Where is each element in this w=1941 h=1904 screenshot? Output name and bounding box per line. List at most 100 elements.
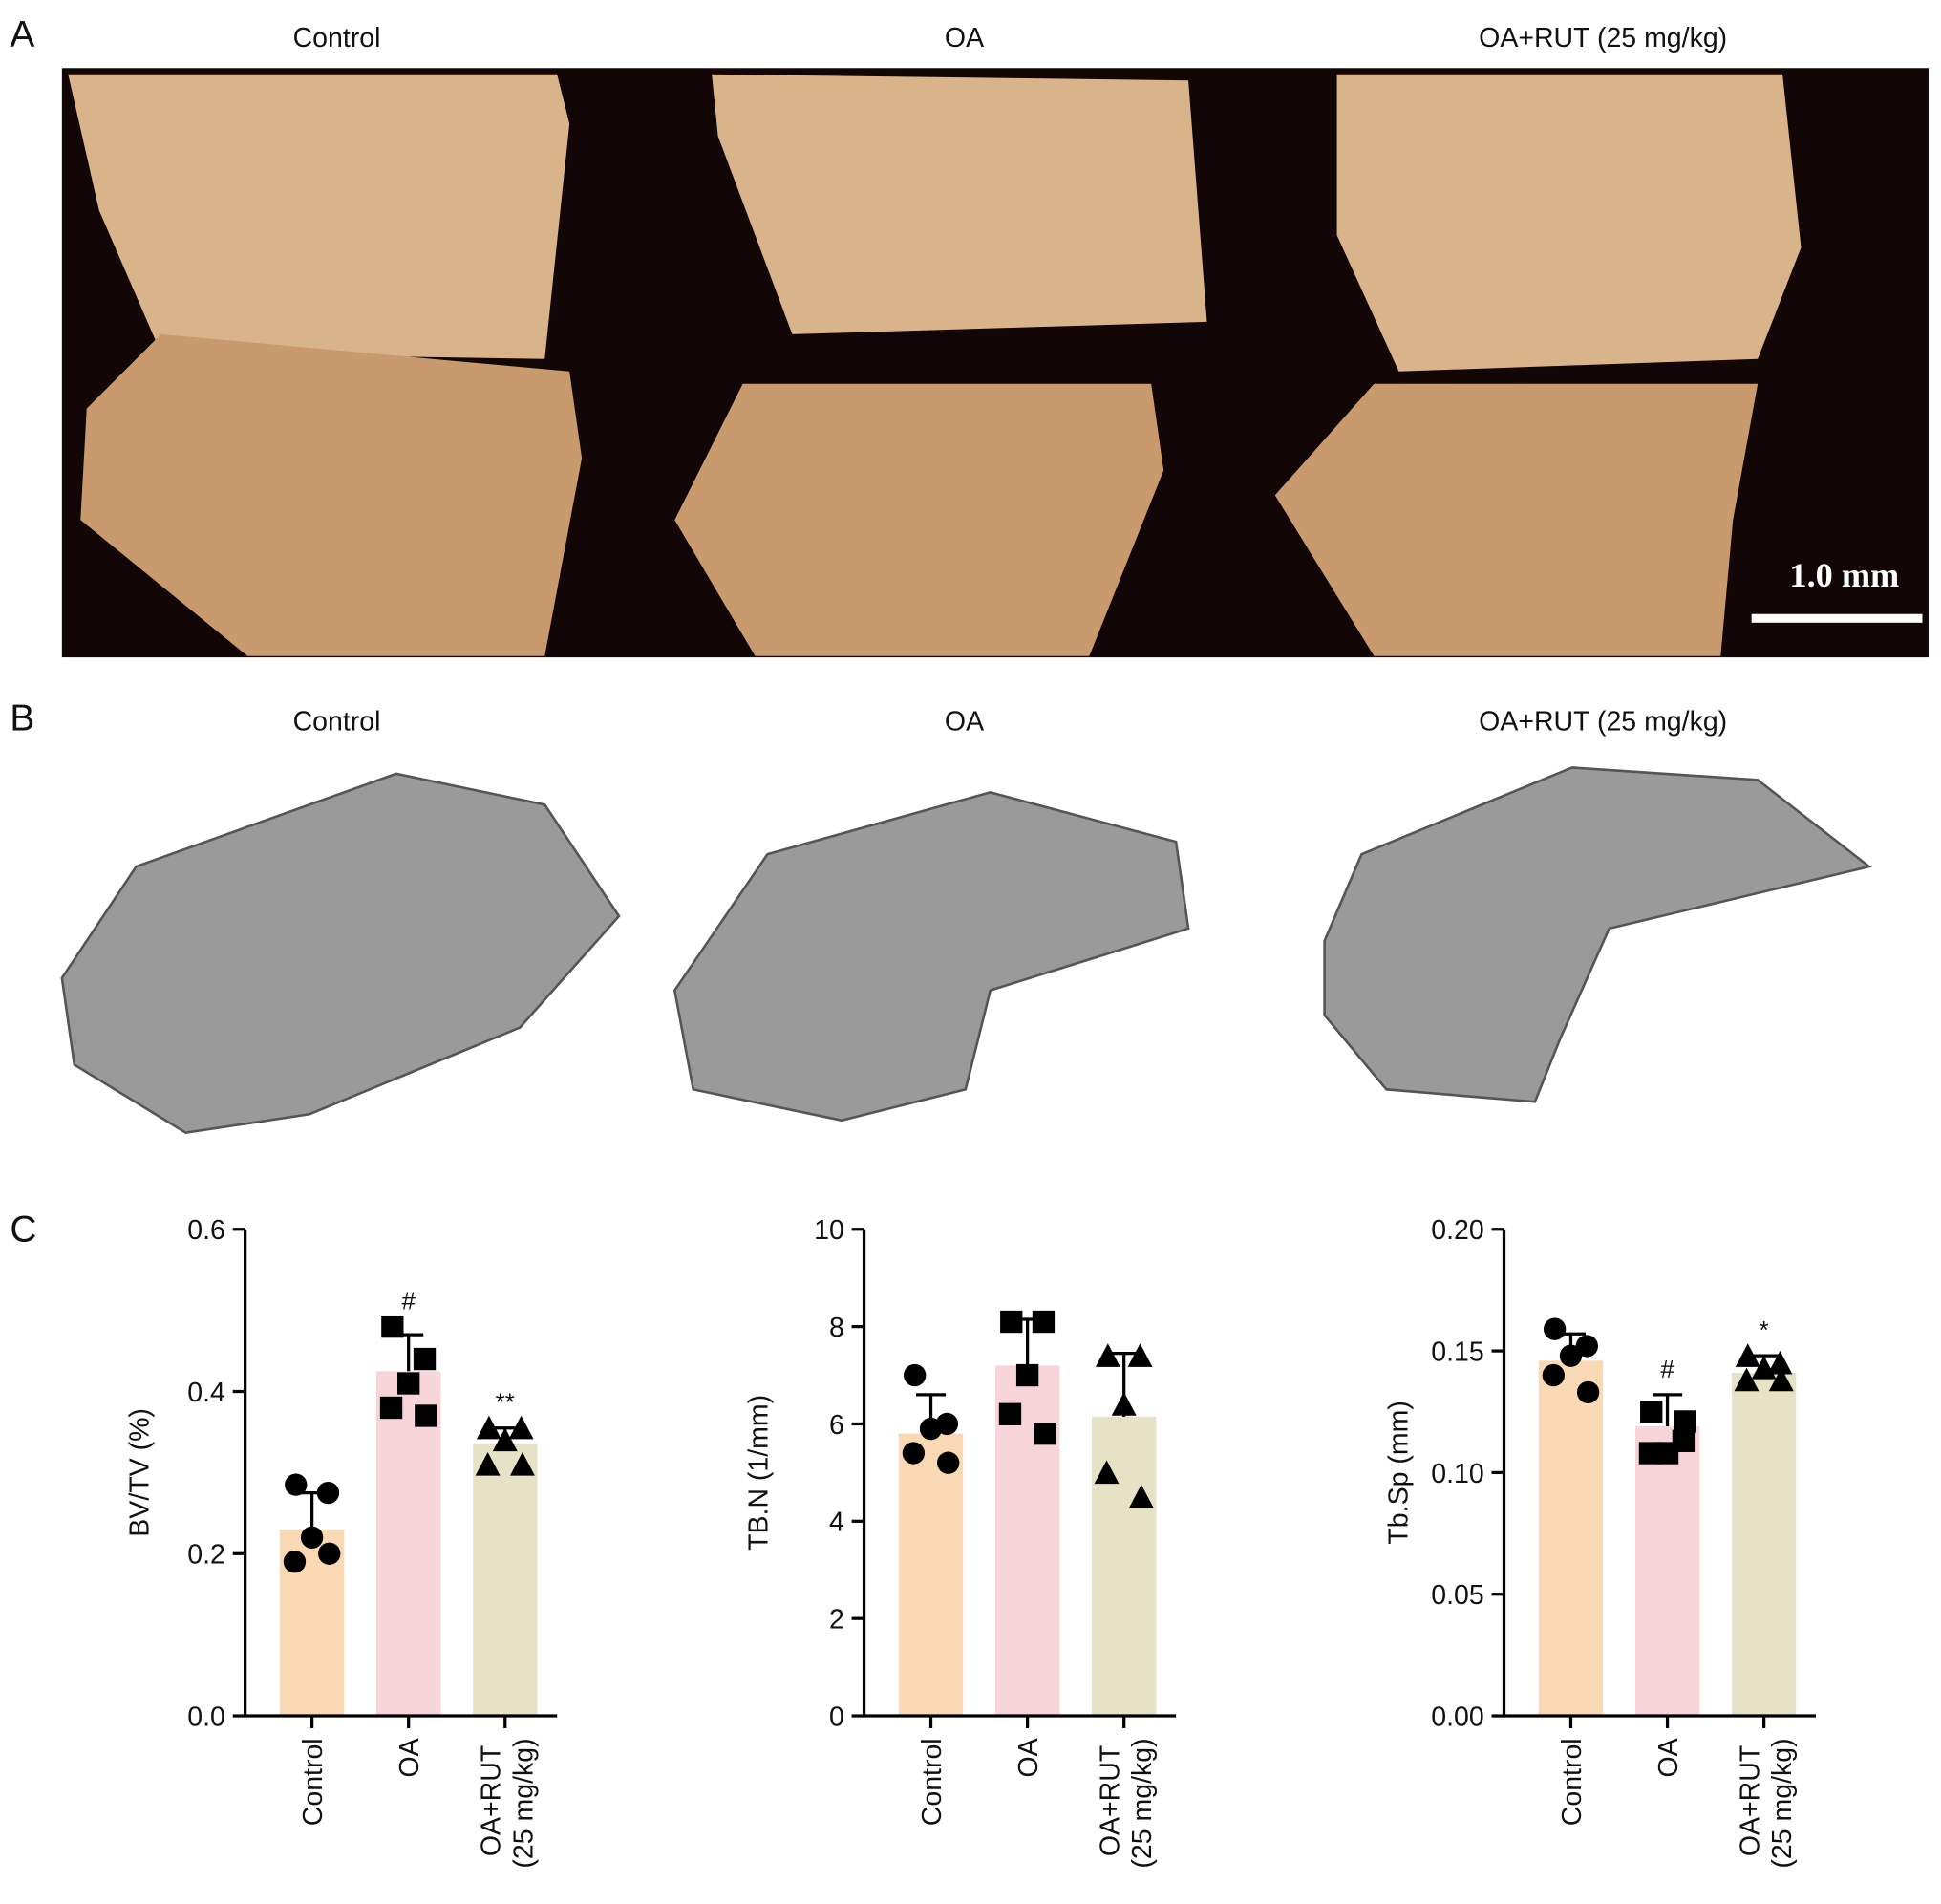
- image-title: OA: [945, 707, 984, 738]
- data-point: [509, 1451, 535, 1476]
- data-point: [381, 1315, 404, 1338]
- significance: **: [496, 1390, 515, 1417]
- x-tick-label: Control: [917, 1738, 948, 1826]
- y-tick-label: 0.05: [1431, 1580, 1483, 1611]
- significance: *: [1760, 1317, 1769, 1344]
- data-point: [1640, 1401, 1663, 1423]
- x-tick-label: OA+RUT (25 mg/kg): [477, 1738, 540, 1868]
- y-tick-label: 0.2: [187, 1540, 225, 1571]
- bar: [375, 1371, 441, 1717]
- data-point: [1543, 1317, 1567, 1340]
- x-tick-label-line: (25 mg/kg): [1127, 1738, 1158, 1868]
- data-point: [508, 1415, 534, 1440]
- significance: #: [1660, 1357, 1674, 1383]
- y-tick-label: 0.0: [187, 1701, 225, 1732]
- data-point: [415, 1404, 437, 1427]
- bar: [1731, 1373, 1797, 1717]
- data-point: [1735, 1343, 1760, 1367]
- x-tick-label-line: OA+RUT: [1735, 1738, 1765, 1856]
- data-point: [285, 1473, 308, 1496]
- data-point: [937, 1451, 960, 1474]
- x-tick-label-line: OA+RUT: [477, 1738, 507, 1856]
- image-title: OA+RUT (25 mg/kg): [1479, 23, 1727, 53]
- image-title: OA: [945, 23, 984, 53]
- data-point: [1032, 1310, 1056, 1334]
- error-bar: [1653, 1393, 1683, 1427]
- ct-image: [61, 68, 1929, 658]
- data-point: [475, 1451, 501, 1476]
- data-point: [998, 1402, 1022, 1425]
- data-point: [1576, 1380, 1600, 1404]
- data-point: [1575, 1335, 1598, 1358]
- scale-bar-label: 1.0 mm: [1789, 556, 1899, 594]
- data-point: [904, 1363, 927, 1387]
- y-tick-label: 0.10: [1431, 1459, 1483, 1489]
- data-point: [1095, 1343, 1120, 1367]
- y-tick-label: 10: [814, 1215, 844, 1246]
- data-point: [1542, 1363, 1566, 1387]
- panel-letter: C: [10, 1209, 36, 1251]
- data-point: [1751, 1355, 1777, 1380]
- data-point: [476, 1415, 501, 1440]
- x-tick-label: Control: [1557, 1738, 1588, 1826]
- bar: [473, 1444, 538, 1717]
- bar: [1091, 1416, 1157, 1717]
- y-tick-label: 0.15: [1431, 1337, 1483, 1367]
- data-point: [919, 1417, 943, 1441]
- data-point: [1034, 1422, 1056, 1445]
- data-point: [318, 1542, 341, 1565]
- x-tick-label: Control: [298, 1738, 329, 1826]
- y-tick-label: 0.20: [1431, 1215, 1483, 1246]
- data-point: [413, 1347, 437, 1371]
- y-tick-label: 4: [829, 1508, 844, 1538]
- x-tick-label-line: (25 mg/kg): [1767, 1738, 1798, 1868]
- y-axis-label: TB.N (1/mm): [743, 1395, 774, 1551]
- data-point: [1015, 1363, 1039, 1387]
- bar: [1538, 1360, 1604, 1717]
- y-tick-label: 2: [829, 1605, 844, 1636]
- data-point: [1768, 1367, 1794, 1392]
- x-tick-label: OA: [1013, 1738, 1044, 1777]
- image-title: Control: [293, 707, 381, 738]
- y-axis-label: Tb.Sp (mm): [1383, 1401, 1414, 1544]
- data-point: [1094, 1460, 1120, 1485]
- data-point: [1127, 1343, 1153, 1367]
- panel-letter: A: [10, 14, 34, 55]
- x-tick-label-line: (25 mg/kg): [508, 1738, 539, 1868]
- data-point: [1674, 1410, 1696, 1433]
- data-point: [1559, 1344, 1583, 1367]
- image-title: Control: [293, 23, 381, 53]
- x-tick-label: OA: [395, 1738, 425, 1777]
- data-point: [316, 1481, 340, 1505]
- panel-letter: B: [10, 698, 34, 739]
- data-point: [1111, 1392, 1137, 1416]
- data-point: [492, 1427, 518, 1452]
- data-point: [1734, 1367, 1760, 1392]
- bar: [1634, 1426, 1700, 1717]
- data-point: [1000, 1310, 1023, 1334]
- y-axis-label: BV/TV (%): [125, 1408, 156, 1537]
- x-tick-label: OA+RUT (25 mg/kg): [1735, 1738, 1798, 1868]
- y-tick-label: 8: [829, 1313, 844, 1343]
- significance: #: [401, 1288, 416, 1315]
- data-point: [300, 1526, 324, 1549]
- x-tick-label: OA+RUT (25 mg/kg): [1096, 1738, 1159, 1868]
- data-point: [379, 1396, 403, 1420]
- charts: 0.0 0.2 0.4 0.6 BV/TV (%) Control # OA ** OA+RUT …: [125, 1215, 1817, 1869]
- trabecular-render: [60, 766, 1872, 1135]
- image-title: OA+RUT (25 mg/kg): [1479, 707, 1727, 738]
- data-point: [902, 1442, 926, 1465]
- x-tick-label-line: OA+RUT: [1096, 1738, 1126, 1856]
- data-point: [397, 1372, 420, 1395]
- data-point: [1655, 1442, 1679, 1465]
- data-point: [283, 1551, 307, 1573]
- data-point: [1638, 1442, 1662, 1465]
- y-tick-label: 0: [829, 1701, 844, 1732]
- y-tick-label: 0.6: [187, 1215, 225, 1246]
- y-tick-label: 0.00: [1431, 1701, 1483, 1732]
- data-point: [1767, 1350, 1793, 1375]
- y-tick-label: 0.4: [187, 1378, 225, 1408]
- x-tick-label: OA: [1653, 1738, 1684, 1777]
